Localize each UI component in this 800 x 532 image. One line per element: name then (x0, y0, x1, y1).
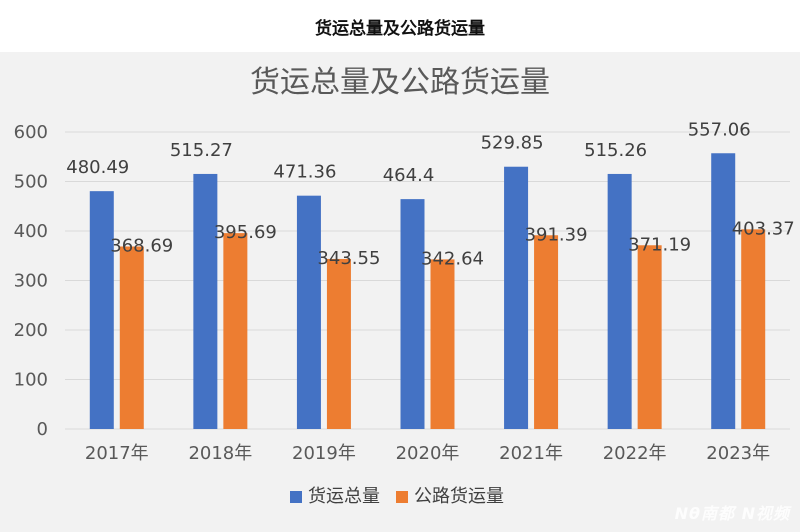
watermark-logo: Nθ南都 N视频 (674, 504, 790, 523)
data-label: 343.55 (317, 248, 380, 269)
data-label: 391.39 (525, 224, 588, 245)
bar-total-freight (711, 153, 736, 429)
data-label: 471.36 (273, 162, 336, 183)
x-tick-label: 2017年 (85, 443, 149, 464)
data-label: 515.27 (170, 140, 233, 161)
data-labels: 480.49 368.69 515.27 395.69 471.36 343.55 464.… (66, 119, 794, 269)
bar-road-freight (430, 259, 455, 429)
bar-road-freight (326, 258, 351, 429)
data-label: 368.69 (110, 235, 173, 256)
data-label: 342.64 (421, 248, 484, 269)
bar-total-freight (193, 173, 218, 429)
data-label: 395.69 (214, 222, 277, 243)
legend-label: 货运总量 (308, 486, 380, 507)
data-label: 371.19 (628, 234, 691, 255)
data-label: 403.37 (732, 218, 795, 239)
chart-panel: 货运总量及公路货运量 0 100 200 300 400 500 600 480.49 368… (0, 52, 800, 532)
bar-road-freight (119, 246, 144, 429)
y-tick-label: 0 (37, 419, 48, 440)
y-tick-label: 400 (14, 221, 48, 242)
x-tick-label: 2023年 (706, 443, 770, 464)
chart-title: 货运总量及公路货运量 (250, 65, 550, 100)
bar-total-freight (400, 199, 425, 429)
legend: 货运总量 公路货运量 (290, 486, 504, 507)
y-tick-label: 200 (14, 320, 48, 341)
y-tick-label: 600 (14, 122, 48, 143)
page-heading: 货运总量及公路货运量 (315, 18, 485, 39)
bar-road-freight (223, 233, 248, 429)
data-label: 464.4 (383, 165, 435, 186)
x-axis: 2017年 2018年 2019年 2020年 2021年 2022年 2023年 (85, 443, 770, 464)
bar-total-freight (504, 166, 529, 429)
legend-swatch (290, 491, 302, 503)
x-tick-label: 2022年 (603, 443, 667, 464)
y-tick-label: 500 (14, 172, 48, 193)
legend-swatch (396, 491, 408, 503)
bar-road-freight (637, 245, 662, 429)
bar-total-freight (89, 191, 114, 429)
bar-chart: 货运总量及公路货运量 0 100 200 300 400 500 600 480.49 368… (14, 65, 795, 507)
data-label: 529.85 (481, 133, 544, 154)
data-label: 557.06 (688, 119, 751, 140)
x-tick-label: 2021年 (499, 443, 563, 464)
bar-road-freight (741, 229, 766, 429)
y-tick-label: 300 (14, 271, 48, 292)
legend-label: 公路货运量 (414, 486, 504, 507)
x-tick-label: 2019年 (292, 443, 356, 464)
bar-total-freight (296, 195, 321, 429)
bar-total-freight (607, 173, 632, 429)
x-tick-label: 2020年 (396, 443, 460, 464)
bars (89, 153, 766, 429)
y-axis: 0 100 200 300 400 500 600 (14, 122, 48, 440)
bar-road-freight (534, 235, 559, 429)
y-tick-label: 100 (14, 370, 48, 391)
data-label: 480.49 (66, 157, 129, 178)
grid-lines (65, 131, 790, 430)
x-tick-label: 2018年 (188, 443, 252, 464)
data-label: 515.26 (584, 140, 647, 161)
